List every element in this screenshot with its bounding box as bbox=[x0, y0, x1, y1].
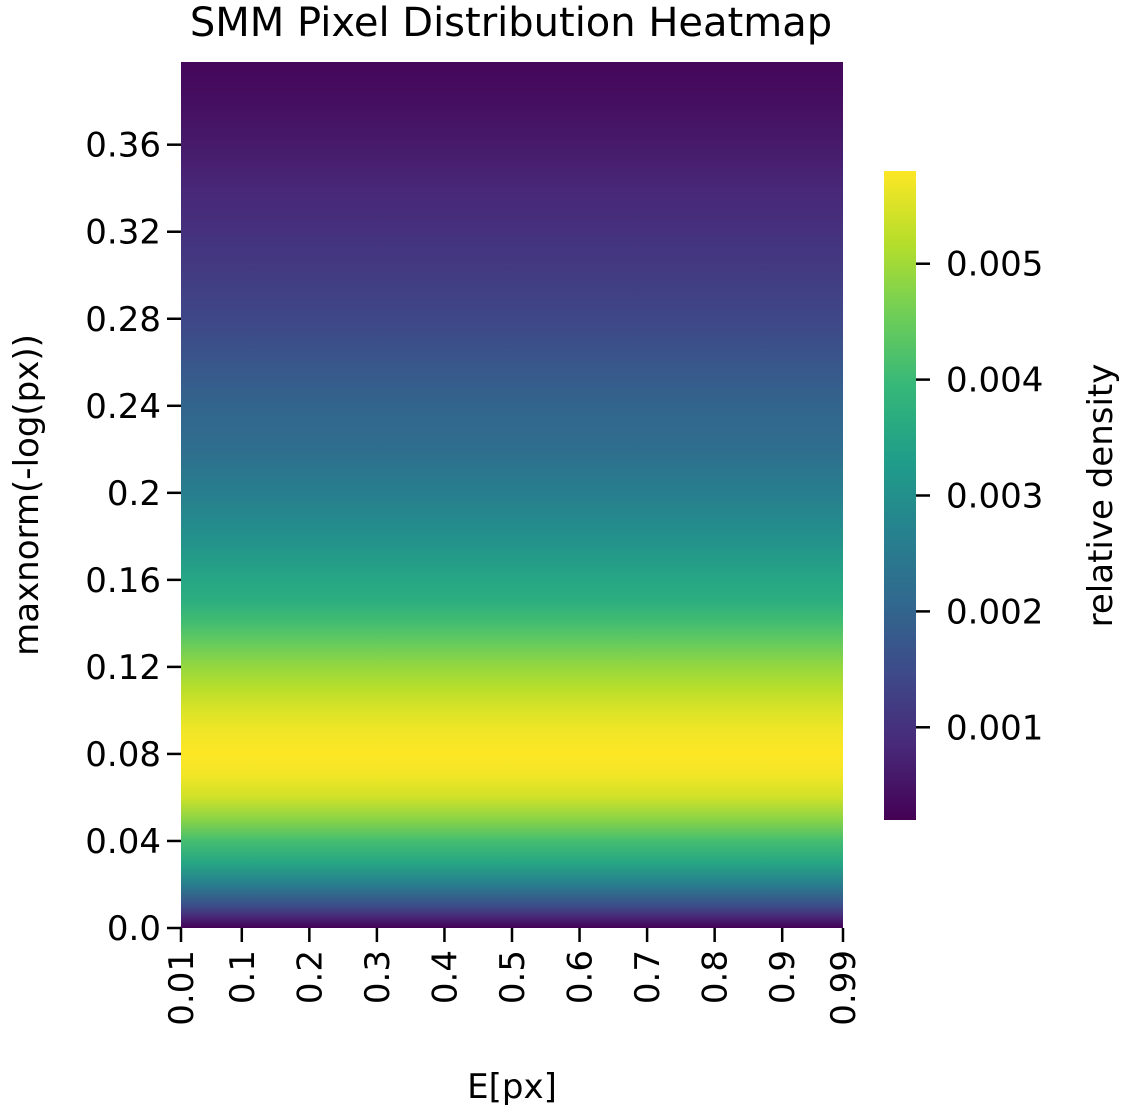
y-tick-label: 0.28 bbox=[85, 300, 161, 340]
colorbar-tick-label: 0.001 bbox=[946, 708, 1043, 748]
x-axis-label: E[px] bbox=[467, 1067, 557, 1107]
x-axis: 0.01 0.1 0.2 0.3 0.4 0.5 0.6 0.7 0.8 0.9 0.99 bbox=[162, 928, 864, 1026]
y-tick-label: 0.08 bbox=[85, 735, 161, 775]
x-tick-label: 0.5 bbox=[493, 950, 533, 1004]
colorbar-tick-label: 0.003 bbox=[946, 477, 1043, 517]
y-tick-label: 0.24 bbox=[85, 387, 161, 427]
y-axis-label: maxnorm(-log(px)) bbox=[7, 334, 47, 656]
chart-title: SMM Pixel Distribution Heatmap bbox=[190, 0, 832, 46]
x-tick-label: 0.2 bbox=[290, 950, 330, 1004]
colorbar-gradient bbox=[884, 171, 916, 820]
x-tick-label: 0.4 bbox=[425, 950, 465, 1004]
colorbar-axis: 0.001 0.002 0.003 0.004 0.005 bbox=[916, 245, 1043, 748]
x-tick-label: 0.01 bbox=[162, 950, 202, 1026]
x-tick-label: 0.7 bbox=[628, 950, 668, 1004]
plot-area bbox=[181, 62, 843, 928]
y-tick-label: 0.0 bbox=[107, 909, 161, 949]
x-tick-label: 0.99 bbox=[824, 950, 864, 1026]
y-tick-label: 0.36 bbox=[85, 126, 161, 166]
colorbar-tick-label: 0.005 bbox=[946, 245, 1043, 285]
colorbar-label: relative density bbox=[1081, 364, 1121, 628]
y-tick-label: 0.2 bbox=[107, 474, 161, 514]
x-tick-label: 0.9 bbox=[763, 950, 803, 1004]
x-tick-label: 0.6 bbox=[561, 950, 601, 1004]
colorbar-tick-label: 0.002 bbox=[946, 592, 1043, 632]
y-tick-label: 0.04 bbox=[85, 822, 161, 862]
x-tick-label: 0.1 bbox=[223, 950, 263, 1004]
x-tick-label: 0.8 bbox=[696, 950, 736, 1004]
y-axis: 0.0 0.04 0.08 0.12 0.16 0.2 0.24 0.28 0.32 0.36 bbox=[85, 126, 181, 949]
colorbar bbox=[884, 171, 916, 820]
heatmap-cells bbox=[181, 62, 843, 928]
colorbar-tick-label: 0.004 bbox=[946, 361, 1043, 401]
x-tick-label: 0.3 bbox=[358, 950, 398, 1004]
y-tick-label: 0.12 bbox=[85, 648, 161, 688]
y-tick-label: 0.32 bbox=[85, 213, 161, 253]
y-tick-label: 0.16 bbox=[85, 561, 161, 601]
